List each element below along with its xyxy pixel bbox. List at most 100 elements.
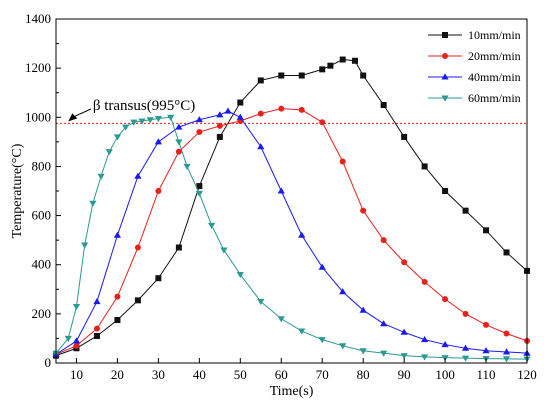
data-point-square	[483, 227, 490, 234]
data-point-triangle-down	[154, 115, 162, 123]
y-tick-label: 0	[45, 355, 52, 370]
series-40mm/min	[52, 107, 531, 357]
x-tick-label: 60	[275, 367, 288, 382]
data-point-square	[134, 297, 141, 304]
data-point-triangle-down	[183, 163, 191, 171]
data-point-circle	[401, 259, 408, 266]
data-point-square	[175, 244, 182, 251]
data-point-square	[327, 62, 334, 69]
data-point-circle	[380, 237, 387, 244]
data-point-triangle	[421, 336, 429, 343]
data-point-triangle-down	[298, 328, 306, 335]
data-point-triangle-down	[257, 299, 265, 306]
data-point-circle	[114, 293, 121, 300]
data-point-triangle	[113, 231, 122, 238]
data-point-triangle	[216, 111, 224, 118]
data-point-square	[462, 207, 469, 214]
legend-label: 20mm/min	[468, 49, 521, 63]
x-tick-label: 50	[234, 367, 247, 382]
x-axis-title: Time(s)	[270, 384, 314, 399]
data-point-triangle-down	[113, 134, 122, 141]
x-tick-label: 120	[517, 367, 537, 382]
y-tick-label: 600	[32, 208, 52, 223]
data-point-triangle-down	[146, 117, 154, 124]
x-tick-label: 20	[111, 367, 124, 382]
data-point-triangle	[298, 231, 306, 238]
data-point-triangle-down	[400, 353, 408, 360]
x-tick-label: 110	[477, 367, 496, 382]
data-point-triangle	[257, 143, 265, 150]
legend-label: 40mm/min	[468, 70, 521, 84]
series-layer	[52, 56, 531, 363]
data-point-square	[216, 133, 223, 140]
axes: 10 20 30 40 50 60 70 80 90 100 110 1200200400600800…	[10, 11, 537, 399]
data-point-square	[196, 183, 203, 190]
data-point-square	[93, 332, 100, 339]
data-point-triangle-down	[220, 247, 228, 254]
data-point-circle	[421, 278, 428, 285]
data-point-circle	[360, 207, 367, 214]
data-point-circle	[175, 148, 182, 155]
data-point-square	[360, 72, 367, 79]
data-point-circle	[196, 129, 203, 136]
data-point-square	[503, 249, 510, 256]
annotation: β transus(995°C)	[68, 98, 195, 122]
x-tick-label: 40	[193, 367, 206, 382]
data-point-square	[257, 77, 264, 84]
data-point-triangle	[236, 113, 244, 120]
data-point-triangle	[154, 138, 162, 145]
annotation-arrow-head	[68, 113, 78, 122]
annotation-arrow-line	[72, 108, 92, 118]
x-tick-label: 80	[357, 367, 370, 382]
y-tick-label: 1000	[25, 109, 51, 124]
data-point-triangle	[277, 187, 285, 194]
y-tick-label: 1400	[25, 11, 51, 26]
data-point-circle	[298, 106, 305, 113]
data-point-triangle	[502, 348, 511, 355]
data-point-triangle-down	[167, 114, 175, 121]
legend: 10mm/min 20mm/min 40mm/min 60mm/min	[428, 28, 521, 105]
data-point-triangle-down	[72, 303, 81, 311]
y-tick-label: 200	[32, 306, 52, 321]
legend-label: 10mm/min	[468, 28, 521, 42]
data-point-square	[401, 133, 408, 140]
series-line	[55, 110, 528, 355]
data-point-triangle	[175, 123, 183, 130]
series-line	[55, 116, 528, 360]
data-point-circle	[155, 188, 162, 194]
y-axis-title: Temperature(°C)	[10, 143, 25, 238]
data-point-square	[421, 163, 428, 170]
data-point-triangle	[441, 340, 449, 348]
data-point-triangle-down	[130, 119, 138, 126]
data-point-triangle-down	[339, 343, 347, 350]
data-point-triangle-down	[441, 95, 449, 102]
x-tick-label: 100	[435, 367, 455, 382]
data-point-circle	[483, 321, 490, 328]
data-point-triangle	[72, 337, 81, 344]
data-point-circle	[257, 110, 264, 117]
annotation-text: β transus(995°C)	[93, 98, 195, 114]
data-point-triangle-down	[89, 200, 97, 207]
data-point-triangle-down	[81, 242, 89, 249]
data-point-circle	[73, 342, 80, 349]
data-point-triangle-down	[461, 355, 470, 362]
y-tick-label: 400	[32, 257, 52, 272]
data-point-triangle-down	[64, 335, 72, 343]
data-point-triangle-down	[502, 356, 511, 363]
y-tick-label: 1200	[25, 60, 51, 75]
data-point-circle	[278, 105, 285, 112]
data-point-triangle-down	[195, 190, 203, 198]
data-point-square	[155, 275, 162, 282]
x-tick-label: 10	[70, 367, 83, 382]
data-point-square	[339, 56, 346, 63]
data-point-circle	[339, 158, 346, 165]
series-20mm/min	[53, 105, 530, 358]
series-line	[55, 59, 528, 357]
data-point-triangle	[461, 344, 470, 351]
data-point-square	[319, 66, 326, 73]
data-point-triangle-down	[122, 124, 130, 131]
data-point-triangle-down	[208, 222, 216, 229]
data-point-triangle-down	[421, 354, 429, 361]
data-point-circle	[503, 330, 510, 337]
